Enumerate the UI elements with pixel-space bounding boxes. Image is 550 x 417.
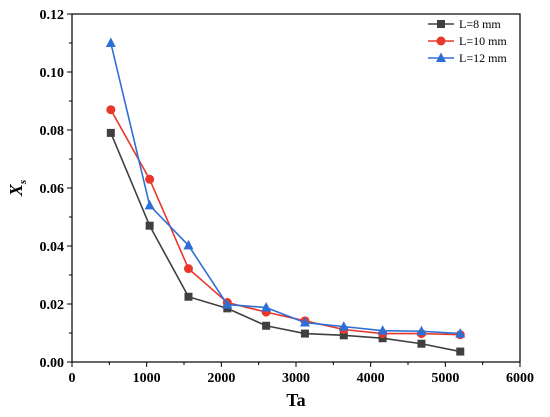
x-tick-label: 4000 [357,371,385,386]
data-point [339,331,348,340]
series-group [105,37,466,356]
data-point [106,128,115,137]
data-point [338,321,349,331]
x-tick-label: 2000 [207,371,235,386]
y-tick-label: 0.02 [40,298,65,313]
data-point [455,328,466,338]
x-tick-label: 3000 [282,371,310,386]
data-point [299,317,310,327]
data-point [378,334,387,343]
y-tick-label: 0.10 [40,66,65,81]
plot-border [71,13,521,363]
y-tick-label: 0.06 [40,182,65,197]
data-point [184,292,193,301]
y-tick-label: 0.12 [40,8,65,23]
legend-item: L=12 mm [428,51,507,65]
data-point [105,37,116,47]
x-tick-label: 5000 [431,371,459,386]
x-tick-label: 6000 [506,371,534,386]
legend-label: L=8 mm [459,17,501,31]
data-point [106,105,116,115]
data-point [416,325,427,336]
data-point [144,199,155,210]
y-tick-label: 0.08 [40,124,65,139]
y-tick-label: 0.04 [40,240,65,255]
y-axis-title: Xs [6,180,29,197]
data-point [456,347,465,356]
data-point [145,174,155,184]
legend-marker [436,52,446,62]
y-axis-title-main: X [6,183,26,197]
legend: L=8 mm L=10 mm L=12 mm [428,17,507,65]
series-line [110,132,461,353]
legend-label: L=10 mm [459,34,507,48]
legend-marker [436,36,446,46]
legend-item: L=10 mm [428,34,507,48]
y-axis-title-subscript: s [17,180,29,185]
data-point [183,239,194,250]
plot-frame [71,13,521,363]
data-point [183,264,193,274]
x-axis-title: Ta [286,390,305,410]
legend-item: L=8 mm [428,17,501,31]
x-tick-label: 0 [69,371,76,386]
x-tick-label: 1000 [133,371,161,386]
series-1 [106,128,465,356]
data-point [262,321,271,330]
y-tick-label: 0.00 [40,356,65,371]
data-point [261,301,272,312]
series-2 [106,105,465,340]
data-point [377,325,388,335]
series-3 [105,37,466,338]
data-point [222,299,233,309]
series-line [110,42,461,335]
data-point [145,221,154,230]
data-point [300,329,309,338]
x-axis-ticks: 0 1000 2000 3000 4000 5000 6000 [69,362,534,386]
legend-marker [437,20,445,28]
data-point [417,339,426,348]
y-axis-ticks: 0.00 0.02 0.04 0.06 0.08 0.10 0.12 [40,8,72,371]
series-line [110,109,461,336]
legend-label: L=12 mm [459,51,507,65]
